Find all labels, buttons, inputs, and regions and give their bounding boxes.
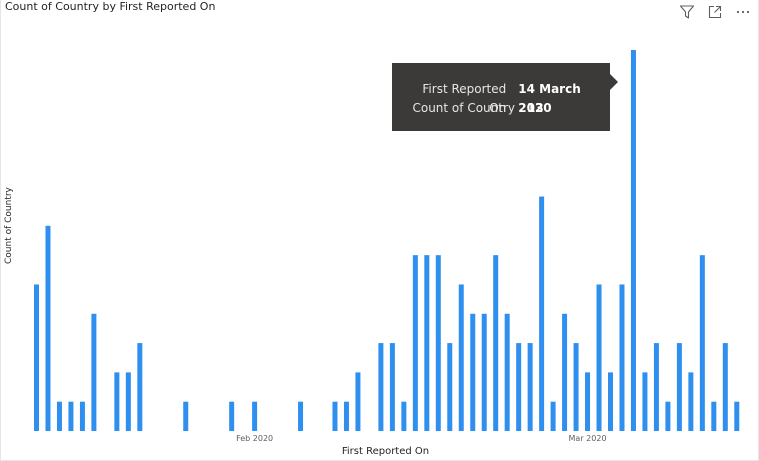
bar-2020-01-14[interactable] — [45, 225, 51, 431]
bar-2020-03-11[interactable] — [699, 255, 705, 431]
focus-mode-icon[interactable] — [706, 3, 724, 21]
bar-2020-01-30[interactable] — [229, 401, 235, 431]
x-tick-label: Mar 2020 — [569, 434, 607, 443]
bar-2020-02-19[interactable] — [458, 284, 464, 431]
bar-2020-02-17[interactable] — [435, 255, 441, 431]
bar-2020-03-02[interactable] — [596, 284, 602, 431]
bar-2020-02-24[interactable] — [516, 343, 522, 431]
bar-2020-03-06[interactable] — [642, 372, 648, 431]
bar-2020-01-18[interactable] — [91, 313, 97, 431]
bar-2020-02-28[interactable] — [562, 313, 568, 431]
bar-2020-02-09[interactable] — [343, 401, 349, 431]
bar-2020-02-12[interactable] — [378, 343, 384, 431]
tooltip-row-date: First Reported On 14 March 2020 — [410, 80, 610, 115]
bar-2020-01-21[interactable] — [125, 372, 131, 431]
bar-2020-02-16[interactable] — [424, 255, 430, 431]
bar-2020-02-14[interactable] — [401, 401, 407, 431]
bar-2020-01-22[interactable] — [137, 343, 143, 431]
bar-2020-03-14[interactable] — [734, 401, 740, 431]
bar-2020-01-26[interactable] — [183, 401, 189, 431]
bar-2020-01-15[interactable] — [56, 401, 62, 431]
bar-2020-02-29[interactable] — [573, 343, 579, 431]
bar-2020-03-04[interactable] — [619, 284, 625, 431]
bar-2020-03-08[interactable] — [665, 401, 671, 431]
bar-2020-02-05[interactable] — [298, 401, 304, 431]
bar-2020-03-01[interactable] — [585, 372, 591, 431]
bar-2020-03-10[interactable] — [688, 372, 694, 431]
bar-2020-02-26[interactable] — [539, 196, 545, 431]
bar-2020-03-12[interactable] — [711, 401, 717, 431]
bar-2020-03-05[interactable] — [630, 50, 636, 431]
bar-2020-02-08[interactable] — [332, 401, 338, 431]
chart-tooltip: First Reported On 14 March 2020 Count of… — [392, 63, 618, 131]
bar-2020-02-27[interactable] — [550, 401, 556, 431]
bar-2020-02-18[interactable] — [447, 343, 453, 431]
bar-2020-02-25[interactable] — [527, 343, 533, 431]
tooltip-key: Count of Country — [412, 101, 515, 115]
bar-2020-02-13[interactable] — [389, 343, 395, 431]
tooltip-row-count: Count of Country 13 — [410, 99, 610, 118]
y-axis-title: Count of Country — [4, 187, 14, 264]
x-tick-label: Feb 2020 — [236, 434, 273, 443]
bar-2020-02-20[interactable] — [470, 313, 476, 431]
visual-header-icons — [678, 3, 752, 21]
bar-2020-03-07[interactable] — [653, 343, 659, 431]
tooltip-value: 13 — [527, 101, 544, 115]
bar-2020-02-10[interactable] — [355, 372, 361, 431]
tooltip-value: 14 March 2020 — [518, 82, 581, 115]
chart-title: Count of Country by First Reported On — [5, 0, 216, 13]
bar-2020-01-17[interactable] — [79, 401, 85, 431]
bar-2020-01-13[interactable] — [34, 284, 39, 431]
more-options-icon[interactable] — [734, 3, 752, 21]
x-axis-title: First Reported On — [341, 446, 430, 457]
bar-2020-03-13[interactable] — [722, 343, 728, 431]
filter-icon[interactable] — [678, 3, 696, 21]
bar-2020-03-09[interactable] — [676, 343, 682, 431]
bar-2020-02-22[interactable] — [493, 255, 499, 431]
bar-2020-02-23[interactable] — [504, 313, 510, 431]
bar-2020-02-01[interactable] — [252, 401, 258, 431]
bar-2020-02-15[interactable] — [412, 255, 418, 431]
bar-2020-02-21[interactable] — [481, 313, 487, 431]
bar-2020-01-16[interactable] — [68, 401, 74, 431]
bar-2020-01-20[interactable] — [114, 372, 120, 431]
bar-2020-03-03[interactable] — [608, 372, 613, 431]
tooltip-key: First Reported On — [422, 82, 507, 115]
